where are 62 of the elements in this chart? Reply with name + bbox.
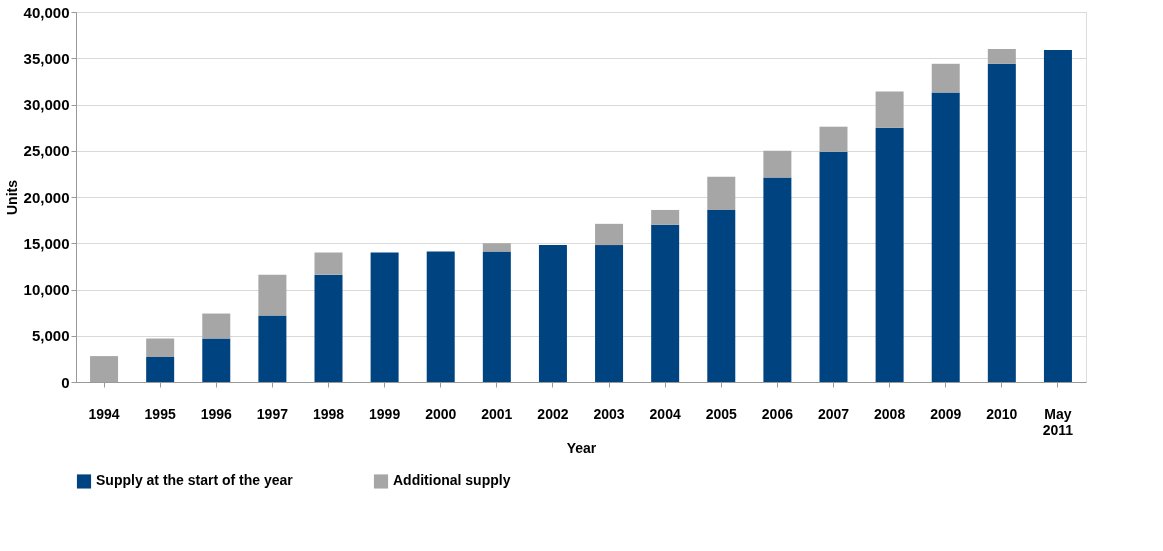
y-tick-label: 25,000 bbox=[23, 142, 70, 160]
bar bbox=[875, 91, 904, 128]
bar bbox=[763, 150, 792, 178]
bar bbox=[987, 49, 1016, 64]
x-tick-label: 2000 bbox=[425, 405, 457, 422]
y-tick-label: 10,000 bbox=[23, 281, 70, 298]
bar bbox=[931, 63, 960, 93]
x-tick-label: 1997 bbox=[256, 405, 289, 422]
bar bbox=[314, 252, 343, 275]
x-tick-label: 2008 bbox=[874, 405, 906, 422]
bar bbox=[987, 63, 1016, 382]
x-tick-label: 1995 bbox=[144, 405, 176, 422]
x-tick-label: 2007 bbox=[817, 405, 850, 422]
x-tick-label: 1996 bbox=[200, 405, 233, 422]
x-tick-label: 2010 bbox=[986, 405, 1018, 422]
x-tick-label: 2006 bbox=[761, 405, 794, 422]
x-tick-label: 2009 bbox=[930, 405, 962, 422]
bar bbox=[482, 243, 511, 252]
legend-label: Supply at the start of the year bbox=[96, 472, 294, 489]
bar bbox=[202, 313, 231, 339]
x-tick-label: May 2011 bbox=[1042, 405, 1074, 438]
bar bbox=[931, 92, 960, 382]
x-tick-label: 2005 bbox=[705, 405, 738, 422]
x-tick-label: 2002 bbox=[537, 405, 569, 422]
bar bbox=[707, 209, 736, 382]
x-tick-label: 2004 bbox=[649, 405, 681, 422]
y-tick-label: 0 bbox=[61, 373, 70, 391]
bar bbox=[651, 224, 680, 382]
x-tick-label: 1999 bbox=[369, 405, 401, 422]
bar bbox=[146, 338, 175, 358]
bar bbox=[595, 223, 624, 246]
y-axis-title: Units bbox=[3, 179, 20, 215]
bar bbox=[314, 274, 343, 382]
x-axis-title: Year bbox=[566, 439, 597, 456]
bar bbox=[819, 151, 848, 382]
x-tick-label: 2003 bbox=[593, 405, 625, 422]
bar bbox=[875, 127, 904, 382]
x-tick-label: 1994 bbox=[88, 405, 120, 422]
y-tick-label: 15,000 bbox=[23, 234, 70, 252]
y-tick-label: 35,000 bbox=[23, 49, 70, 67]
x-tick-label: 1998 bbox=[312, 405, 345, 422]
bar bbox=[90, 356, 119, 382]
bar bbox=[258, 315, 287, 382]
bar bbox=[763, 177, 792, 382]
bar bbox=[651, 209, 680, 225]
y-tick-label: 5,000 bbox=[31, 327, 70, 345]
bar bbox=[482, 251, 511, 382]
bar bbox=[426, 251, 455, 382]
bar bbox=[258, 274, 287, 316]
y-tick-label: 20,000 bbox=[23, 188, 70, 206]
y-tick-label: 40,000 bbox=[23, 3, 70, 21]
bar bbox=[202, 338, 231, 382]
y-tick-label: 30,000 bbox=[23, 96, 70, 113]
bar bbox=[370, 252, 399, 382]
legend-label: Additional supply bbox=[393, 472, 511, 489]
bar bbox=[146, 357, 175, 382]
bar bbox=[1043, 49, 1072, 382]
bar bbox=[819, 126, 848, 152]
bar bbox=[707, 176, 736, 210]
x-tick-label: 2001 bbox=[481, 405, 513, 422]
bar bbox=[538, 245, 567, 382]
bar bbox=[595, 245, 624, 382]
